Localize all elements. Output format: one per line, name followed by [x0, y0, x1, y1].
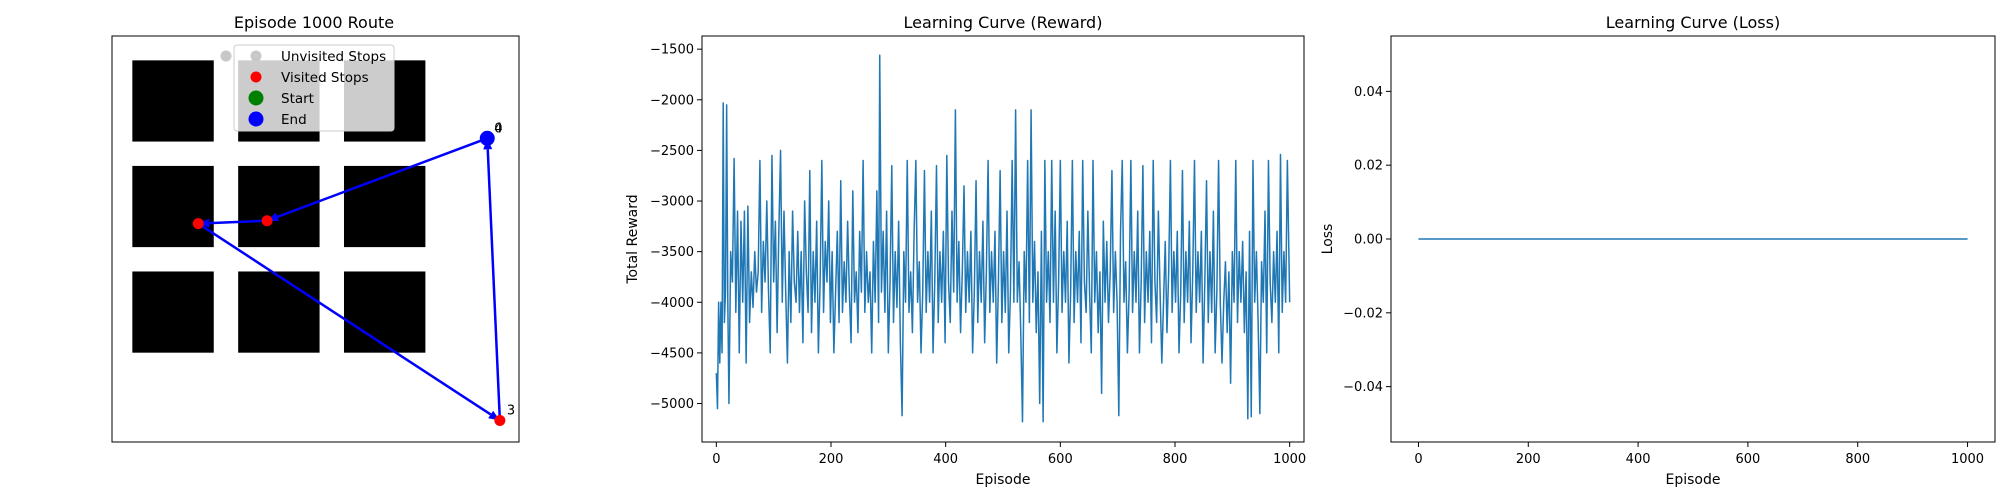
x-tick-label: 800: [1845, 452, 1870, 467]
stop-index-labels: 04 3: [494, 121, 515, 418]
legend-unvisited-marker: [250, 50, 262, 62]
city-block: [132, 60, 214, 142]
y-tick-label: −3000: [650, 195, 694, 210]
x-tick-label: 1000: [1273, 452, 1306, 467]
visited-stop-marker: [261, 215, 273, 227]
route-panel: Episode 1000 Route 04 3 Unvisited Stops V…: [111, 13, 520, 443]
reward-ylabel: Total Reward: [625, 194, 641, 284]
x-tick-label: 600: [1048, 452, 1073, 467]
city-block: [238, 271, 320, 353]
visited-stop-marker: [494, 414, 506, 426]
route-segment: [197, 222, 492, 416]
y-tick-label: −3500: [650, 245, 694, 260]
legend-start-marker: [248, 90, 264, 106]
loss-x-axis: 0 200 400 600 800 1000: [1414, 442, 1984, 467]
route-segment: [209, 219, 268, 225]
route-arrowhead: [198, 218, 210, 228]
y-tick-label: −4500: [650, 346, 694, 361]
x-tick-label: 600: [1735, 452, 1760, 467]
y-tick-label: −4000: [650, 296, 694, 311]
loss-y-axis: 0.04 0.02 0.00 −0.02 −0.04: [1343, 85, 1391, 395]
route-segment: [276, 137, 488, 219]
y-tick-label: −5000: [650, 397, 694, 412]
y-tick-label: 0.02: [1354, 159, 1383, 174]
y-tick-label: −0.04: [1343, 380, 1383, 395]
reward-xlabel: Episode: [976, 472, 1031, 488]
stop-index-label: 4: [494, 121, 502, 136]
legend-end-marker: [248, 111, 264, 127]
stop-index-label: 0: [494, 121, 502, 136]
reward-x-axis: 0 200 400 600 800 1000: [712, 442, 1306, 467]
reward-panel: Learning Curve (Reward) 0 200 400 600 800 100…: [625, 13, 1306, 488]
series-line: [715, 54, 1291, 423]
city-block: [132, 271, 214, 353]
loss-xlabel: Episode: [1666, 472, 1721, 488]
loss-ylabel: Loss: [1320, 224, 1336, 255]
loss-title: Learning Curve (Loss): [1606, 13, 1780, 32]
route-legend: Unvisited Stops Visited Stops Start End: [220, 44, 395, 132]
legend-unvisited-marker: [220, 50, 232, 62]
x-tick-label: 400: [933, 452, 958, 467]
x-tick-label: 200: [1516, 452, 1541, 467]
stop-markers: [192, 130, 506, 426]
city-block: [343, 271, 426, 353]
legend-label: End: [281, 112, 307, 128]
x-tick-label: 400: [1626, 452, 1651, 467]
legend-label: Unvisited Stops: [281, 49, 386, 65]
x-tick-label: 0: [712, 452, 720, 467]
reward-title: Learning Curve (Reward): [904, 13, 1103, 32]
reward-y-axis: −1500 −2000 −2500 −3000 −3500 −4000 −4500 −5000: [650, 43, 702, 412]
route-title: Episode 1000 Route: [234, 13, 394, 32]
legend-label: Start: [281, 91, 314, 107]
legend-visited-marker: [250, 71, 262, 83]
city-block: [132, 165, 214, 248]
reward-series: [715, 54, 1291, 423]
city-block: [343, 165, 426, 248]
y-tick-label: −0.02: [1343, 306, 1383, 321]
x-tick-label: 1000: [1951, 452, 1984, 467]
legend-box: [233, 44, 395, 132]
x-tick-label: 800: [1163, 452, 1188, 467]
route-plot-frame: [111, 35, 520, 443]
route-segment: [486, 149, 502, 421]
x-tick-label: 200: [819, 452, 844, 467]
y-tick-label: −1500: [650, 43, 694, 58]
y-tick-label: 0.04: [1354, 85, 1383, 100]
y-tick-label: −2000: [650, 93, 694, 108]
y-tick-label: −2500: [650, 144, 694, 159]
loss-panel: Learning Curve (Loss) 0 200 400 600 800 1000 …: [1320, 13, 1996, 488]
visited-stop-marker: [192, 218, 204, 230]
x-tick-label: 0: [1414, 452, 1422, 467]
y-tick-label: 0.00: [1354, 233, 1383, 248]
legend-label: Visited Stops: [281, 70, 369, 86]
stop-index-label: 3: [507, 403, 515, 418]
reward-plot-frame: [701, 35, 1305, 443]
end-marker: [479, 130, 495, 146]
